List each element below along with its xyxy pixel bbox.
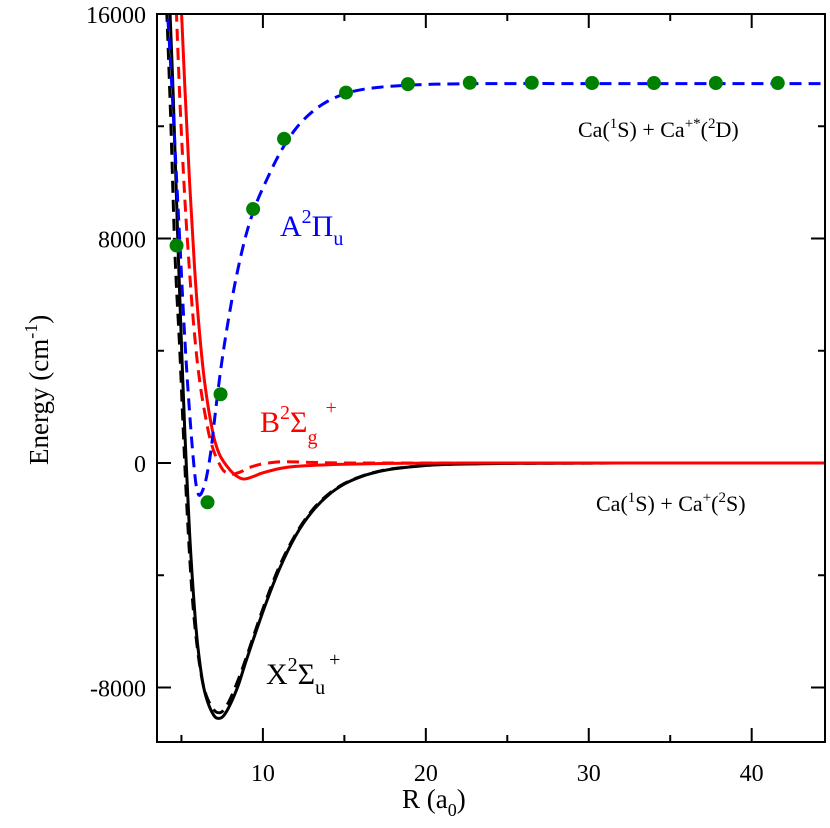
y-tick-label: -8000 bbox=[90, 677, 146, 703]
curve-X-solid bbox=[168, 14, 825, 720]
data-point bbox=[708, 76, 723, 91]
curves-layer bbox=[165, 14, 825, 720]
state-label-B: B2Σg+ bbox=[260, 397, 337, 449]
upper-asymptote-label: Ca(1S) + Ca+*(2D) bbox=[578, 116, 739, 142]
data-points-layer bbox=[169, 75, 785, 510]
y-tick-label: 16000 bbox=[86, 3, 146, 29]
data-point bbox=[585, 76, 600, 91]
curve-X-dashed bbox=[165, 14, 825, 715]
state-label-X: X2Σu+ bbox=[266, 649, 340, 699]
data-point bbox=[400, 77, 415, 92]
x-tick-label: 10 bbox=[251, 761, 275, 787]
data-point bbox=[246, 202, 261, 217]
data-point bbox=[646, 76, 661, 91]
data-point bbox=[462, 75, 477, 90]
lower-asymptote-label: Ca(1S) + Ca+(2S) bbox=[596, 490, 746, 516]
y-axis-label-sup: -1 bbox=[21, 324, 41, 339]
x-axis-label-main: R (a bbox=[402, 784, 448, 814]
y-axis-label-main: Energy (cm bbox=[24, 339, 54, 465]
x-axis-label: R (a0) bbox=[402, 784, 466, 820]
x-tick-label: 20 bbox=[414, 761, 438, 787]
x-tick-label: 30 bbox=[577, 761, 601, 787]
state-label-A: A2Πu bbox=[280, 206, 343, 250]
data-point bbox=[524, 75, 539, 90]
data-point bbox=[770, 76, 785, 91]
plot-frame bbox=[156, 13, 826, 743]
y-axis-label: Energy (cm-1) bbox=[21, 315, 54, 465]
x-tick-label: 40 bbox=[740, 761, 764, 787]
data-point bbox=[200, 495, 215, 510]
data-point bbox=[169, 238, 184, 253]
data-point bbox=[277, 131, 292, 146]
axis-tick-labels: 10 20 30 40 -8000 0 8000 16000 bbox=[86, 3, 764, 787]
data-point bbox=[213, 387, 228, 402]
data-point bbox=[338, 85, 353, 100]
x-axis-label-sub: 0 bbox=[448, 800, 457, 820]
y-axis-label-close: ) bbox=[24, 315, 54, 324]
y-tick-label: 0 bbox=[134, 452, 146, 478]
curve-B-dashed bbox=[174, 14, 825, 476]
y-tick-label: 8000 bbox=[98, 228, 146, 254]
x-axis-label-close: ) bbox=[457, 784, 466, 814]
